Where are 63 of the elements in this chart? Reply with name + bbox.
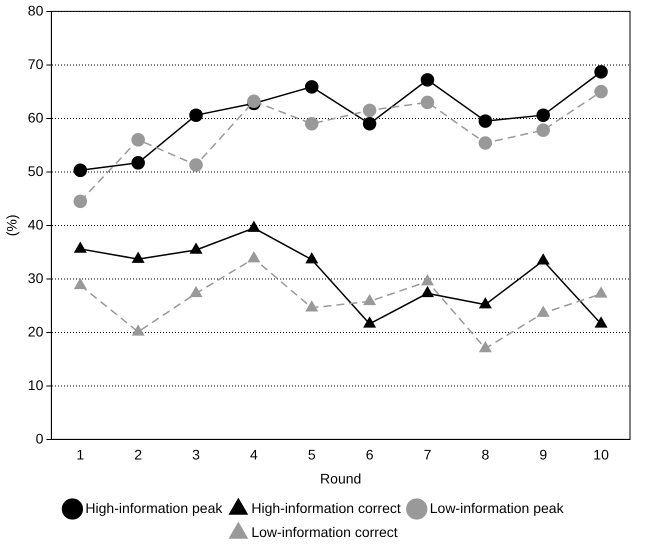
point — [74, 164, 88, 178]
point — [190, 243, 202, 254]
point — [74, 278, 86, 290]
point — [132, 325, 144, 336]
point — [536, 108, 550, 122]
x-tick-label: 5 — [308, 446, 316, 463]
point — [131, 133, 145, 147]
point — [248, 221, 260, 232]
y-tick-label: 20 — [28, 323, 44, 340]
point — [537, 254, 550, 264]
point — [536, 123, 550, 137]
y-tick-label: 30 — [28, 270, 44, 286]
y-tick-label: 70 — [28, 56, 44, 72]
point — [362, 104, 376, 118]
y-tick-label: 80 — [28, 2, 44, 18]
point — [131, 156, 145, 170]
point — [189, 158, 203, 172]
point — [595, 287, 608, 298]
x-tick-label: 10 — [593, 446, 610, 463]
x-tick-label: 2 — [134, 446, 142, 463]
y-tick-label: 10 — [28, 376, 44, 393]
point — [420, 73, 434, 87]
point — [422, 286, 434, 298]
point — [422, 274, 434, 286]
point — [74, 242, 86, 253]
point — [248, 252, 260, 262]
legend-label: High-information peak — [85, 500, 224, 516]
y-tick-label: 40 — [28, 216, 44, 232]
point — [74, 194, 88, 208]
point — [364, 294, 376, 306]
y-axis-title: (%) — [3, 214, 20, 236]
x-axis-title: Round — [320, 470, 362, 486]
point — [305, 117, 319, 130]
x-tick-label: 8 — [481, 446, 490, 463]
point — [594, 84, 608, 98]
point — [478, 114, 492, 128]
point — [305, 80, 319, 94]
point — [595, 317, 608, 328]
point — [364, 317, 376, 328]
point — [479, 342, 492, 352]
x-tick-label: 4 — [250, 446, 258, 463]
y-tick-label: 60 — [28, 109, 44, 126]
x-tick-label: 3 — [192, 446, 200, 463]
x-tick-label: 9 — [539, 446, 548, 463]
legend-label: High-information correct — [251, 500, 401, 516]
point — [594, 65, 608, 79]
point — [478, 136, 492, 150]
legend-label: Low-information peak — [430, 500, 565, 516]
legend-label: Low-information correct — [251, 524, 398, 540]
point — [306, 301, 318, 312]
point — [306, 252, 318, 264]
point — [189, 108, 203, 122]
y-tick-label: 50 — [28, 162, 44, 179]
point — [420, 96, 434, 110]
x-tick-label: 1 — [76, 446, 84, 463]
point — [479, 298, 492, 308]
point — [190, 286, 202, 298]
x-tick-label: 6 — [366, 446, 374, 463]
point — [362, 117, 376, 130]
point — [132, 252, 144, 263]
point — [537, 306, 550, 317]
x-tick-label: 7 — [424, 446, 432, 463]
y-tick-label: 0 — [36, 430, 44, 446]
